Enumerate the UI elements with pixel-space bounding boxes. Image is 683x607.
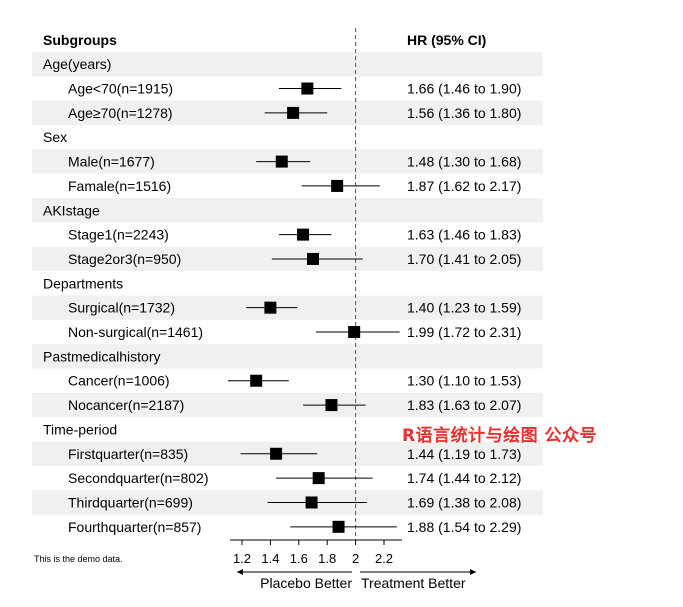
hr-point: [331, 179, 344, 192]
hr-ci-value: 1.66 (1.46 to 1.90): [407, 81, 521, 97]
subgroup-label: Firstquarter(n=835): [68, 446, 188, 462]
hr-point: [250, 374, 263, 387]
subgroup-label: Age≥70(n=1278): [68, 105, 173, 121]
hr-ci-value: 1.30 (1.10 to 1.53): [407, 373, 521, 389]
treatment-better-label: Treatment Better: [361, 575, 466, 591]
hr-point: [305, 496, 318, 509]
hr-point: [332, 520, 345, 533]
row-stripe: [32, 344, 543, 369]
group-label: Time-period: [43, 421, 117, 437]
hr-ci-value: 1.99 (1.72 to 2.31): [407, 324, 521, 340]
hr-point: [325, 399, 338, 412]
hr-ci-value: 1.44 (1.19 to 1.73): [407, 446, 521, 462]
x-tick-label: 1.6: [290, 551, 308, 566]
hr-point: [270, 447, 283, 460]
header-subgroups: Subgroups: [43, 32, 117, 48]
subgroup-label: Fourthquarter(n=857): [68, 519, 201, 535]
hr-ci-value: 1.83 (1.63 to 2.07): [407, 397, 521, 413]
hr-ci-value: 1.56 (1.36 to 1.80): [407, 105, 521, 121]
hr-point: [348, 326, 361, 339]
x-tick-label: 1.2: [233, 551, 251, 566]
x-tick-label: 2: [352, 551, 359, 566]
row-stripe: [32, 52, 543, 77]
x-tick-label: 1.8: [318, 551, 336, 566]
subgroup-label: Surgical(n=1732): [68, 300, 175, 316]
group-label: Pastmedicalhistory: [43, 348, 161, 364]
demo-note: This is the demo data.: [34, 554, 123, 564]
placebo-better-label: Placebo Better: [260, 575, 352, 591]
subgroup-label: Non-surgical(n=1461): [68, 324, 203, 340]
hr-ci-value: 1.88 (1.54 to 2.29): [407, 519, 521, 535]
group-label: Departments: [43, 275, 123, 291]
group-label: Age(years): [43, 56, 111, 72]
subgroup-label: Thirdquarter(n=699): [68, 494, 193, 510]
hr-point: [312, 472, 325, 485]
x-tick-label: 1.4: [261, 551, 279, 566]
x-tick-label: 2.2: [375, 551, 393, 566]
subgroup-label: Cancer(n=1006): [68, 373, 170, 389]
subgroup-label: Nocancer(n=2187): [68, 397, 184, 413]
hr-point: [275, 155, 288, 168]
group-label: Sex: [43, 129, 67, 145]
hr-point: [297, 228, 310, 241]
row-stripe: [32, 198, 543, 223]
subgroup-label: Male(n=1677): [68, 154, 155, 170]
subgroup-label: Famale(n=1516): [68, 178, 171, 194]
hr-point: [264, 301, 277, 314]
subgroup-label: Age<70(n=1915): [68, 81, 173, 97]
hr-ci-value: 1.69 (1.38 to 2.08): [407, 494, 521, 510]
subgroup-label: Stage2or3(n=950): [68, 251, 181, 267]
right-arrow-head: [470, 569, 476, 575]
hr-ci-value: 1.63 (1.46 to 1.83): [407, 227, 521, 243]
group-label: AKIstage: [43, 202, 100, 218]
hr-ci-value: 1.74 (1.44 to 2.12): [407, 470, 521, 486]
hr-ci-value: 1.48 (1.30 to 1.68): [407, 154, 521, 170]
hr-point: [301, 82, 314, 95]
subgroup-label: Secondquarter(n=802): [68, 470, 209, 486]
hr-ci-value: 1.87 (1.62 to 2.17): [407, 178, 521, 194]
watermark: R语言统计与绘图 公众号: [402, 426, 598, 446]
hr-ci-value: 1.70 (1.41 to 2.05): [407, 251, 521, 267]
hr-point: [307, 252, 319, 265]
row-stripe: [32, 392, 543, 418]
hr-point: [287, 106, 300, 119]
left-arrow-head: [237, 569, 243, 575]
header-hr-ci: HR (95% CI): [407, 32, 486, 48]
hr-ci-value: 1.40 (1.23 to 1.59): [407, 300, 521, 316]
subgroup-label: Stage1(n=2243): [68, 227, 169, 243]
